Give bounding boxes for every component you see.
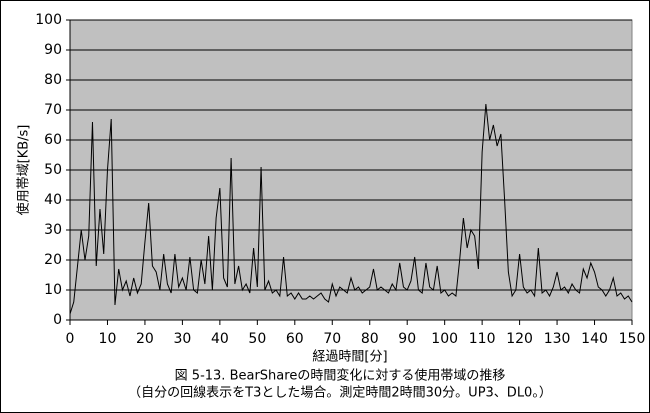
y-tick-label: 50 [44, 162, 62, 178]
x-tick-label: 60 [286, 331, 304, 347]
x-tick-label: 110 [469, 331, 496, 347]
x-tick-label: 40 [211, 331, 229, 347]
x-tick-label: 130 [544, 331, 571, 347]
y-tick-label: 30 [44, 222, 62, 238]
x-tick-label: 80 [361, 331, 379, 347]
chart-title: 図 5-13. BearShareの時間変化に対する使用帯域の推移 [175, 368, 506, 384]
y-tick-label: 10 [44, 282, 62, 298]
x-tick-label: 140 [581, 331, 608, 347]
y-tick-label: 80 [44, 72, 62, 88]
x-tick-label: 70 [323, 331, 341, 347]
x-axis-label: 経過時間[分] [312, 350, 387, 365]
x-tick-label: 10 [99, 331, 117, 347]
data-line [69, 103, 633, 315]
x-tick-label: 50 [248, 331, 266, 347]
y-tick-label: 20 [44, 252, 62, 268]
y-axis-label: 使用帯域[KB/s] [16, 125, 32, 216]
x-tick-label: 30 [173, 331, 191, 347]
x-tick-label: 90 [398, 331, 416, 347]
y-tick-label: 60 [44, 132, 62, 148]
x-tick-label: 0 [66, 331, 75, 347]
y-tick-label: 100 [35, 12, 62, 28]
y-tick-label: 0 [53, 312, 62, 328]
x-tick-label: 120 [506, 331, 533, 347]
y-tick-label: 40 [44, 192, 62, 208]
y-tick-label: 90 [44, 42, 62, 58]
x-tick-label: 100 [431, 331, 458, 347]
x-tick-label: 20 [136, 331, 154, 347]
chart-subtitle: （自分の回線表示をT3とした場合。測定時間2時間30分。UP3、DL0。） [128, 385, 552, 401]
y-tick-label: 70 [44, 102, 62, 118]
x-tick-label: 150 [619, 331, 646, 347]
